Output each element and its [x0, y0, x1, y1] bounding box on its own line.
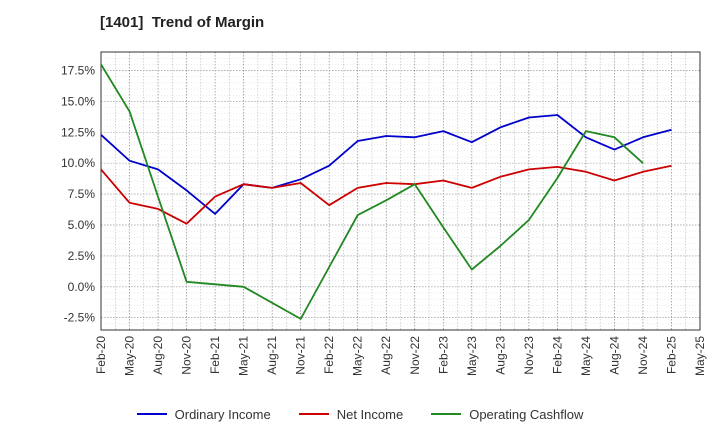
x-tick-label: Aug-21	[265, 336, 279, 375]
x-tick-label: Aug-20	[151, 336, 165, 375]
x-tick-label: May-20	[123, 336, 137, 376]
x-tick-label: Feb-21	[208, 336, 222, 374]
x-tick-label: May-22	[351, 336, 365, 376]
series-line-net-income	[100, 164, 672, 225]
x-tick-label: May-25	[693, 336, 707, 376]
legend-label-ordinary-income: Ordinary Income	[174, 406, 271, 422]
y-tick-label: 12.5%	[61, 125, 95, 139]
legend-item-net-income: Net Income	[298, 406, 404, 422]
plot-border	[100, 51, 701, 331]
legend-swatch-ordinary-income	[136, 413, 167, 415]
legend-swatch-net-income	[298, 413, 329, 415]
x-tick-label: Aug-22	[379, 336, 393, 375]
x-tick-label: May-21	[237, 336, 251, 376]
x-tick-label: May-23	[465, 336, 479, 376]
legend-item-operating-cashflow: Operating Cashflow	[431, 407, 583, 422]
x-tick-label: Feb-23	[436, 336, 450, 374]
y-tick-label: 17.5%	[61, 64, 95, 78]
x-tick-label: Aug-23	[493, 336, 507, 375]
y-tick-label: -2.5%	[64, 311, 96, 325]
x-tick-label: Feb-22	[322, 336, 336, 374]
x-tick-label: Aug-24	[607, 336, 621, 375]
y-tick-label: 15.0%	[61, 94, 95, 108]
y-tick-label: 2.5%	[68, 249, 96, 263]
legend-label-operating-cashflow: Operating Cashflow	[469, 406, 584, 422]
legend-label-net-income: Net Income	[336, 406, 404, 422]
x-tick-label: Feb-20	[94, 336, 108, 374]
x-tick-label: Nov-24	[636, 336, 650, 375]
legend-swatch-operating-cashflow	[431, 413, 462, 415]
x-tick-label: Feb-24	[550, 336, 564, 374]
legend-item-ordinary-income: Ordinary Income	[136, 406, 271, 422]
series-line-operating-cashflow	[100, 63, 644, 320]
chart-title: [1401] Trend of Margin	[100, 14, 265, 31]
series-line-ordinary-income	[100, 114, 672, 215]
y-tick-label: 10.0%	[61, 156, 95, 170]
chart-legend: Ordinary Income Net Income Operating Cas…	[0, 402, 720, 426]
y-tick-label: 7.5%	[68, 187, 96, 201]
y-tick-label: 5.0%	[68, 218, 96, 232]
x-tick-label: Nov-20	[180, 336, 194, 375]
x-tick-label: Nov-22	[408, 336, 422, 375]
y-tick-label: 0.0%	[68, 280, 96, 294]
x-tick-label: May-24	[579, 336, 593, 376]
x-tick-label: Nov-23	[522, 336, 536, 375]
x-tick-label: Nov-21	[294, 336, 308, 375]
x-tick-label: Feb-25	[664, 336, 678, 374]
